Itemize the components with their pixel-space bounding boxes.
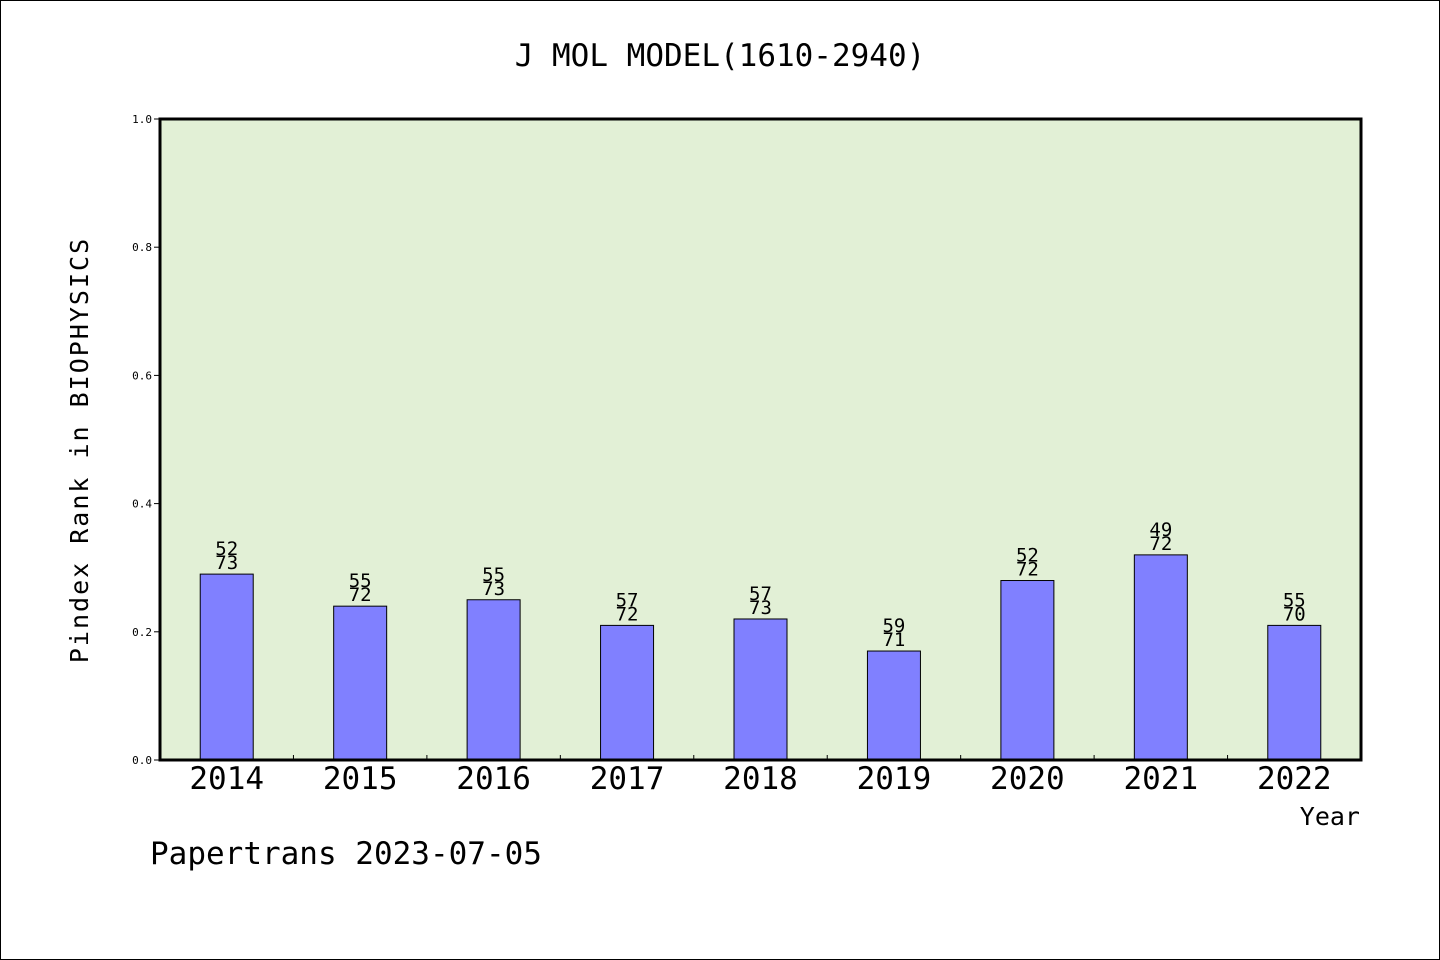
bar-2021 xyxy=(1133,554,1188,761)
x-category-label: 2014 xyxy=(189,761,264,797)
bar-2014 xyxy=(199,573,254,761)
y-tick-label: 0.0 xyxy=(132,754,152,767)
x-axis-label: Year xyxy=(1300,802,1360,831)
bar-label-bottom: 72 xyxy=(1149,533,1172,555)
x-category-label: 2015 xyxy=(323,761,398,797)
x-category-label: 2019 xyxy=(857,761,932,797)
bar-label-bottom: 72 xyxy=(616,603,639,625)
bar-label-top: 57 xyxy=(749,583,772,605)
x-category-label: 2017 xyxy=(590,761,665,797)
bar-label-top: 52 xyxy=(215,538,238,560)
bar-label-bottom: 70 xyxy=(1283,603,1306,625)
bar-2018 xyxy=(733,618,788,761)
footer-text: Papertrans 2023-07-05 xyxy=(150,836,542,872)
bar-label-top: 55 xyxy=(482,564,505,586)
y-axis-label: Pindex Rank in BIOPHYSICS xyxy=(65,237,94,663)
y-tick-label: 0.6 xyxy=(132,369,152,382)
x-category-label: 2021 xyxy=(1124,761,1199,797)
bar-label-top: 55 xyxy=(1283,589,1306,611)
bar-label-bottom: 73 xyxy=(482,578,505,600)
chart-title: J MOL MODEL(1610-2940) xyxy=(515,38,926,74)
y-tick-label: 0.4 xyxy=(132,498,152,511)
bar-2020 xyxy=(1000,580,1055,761)
y-tick-label: 0.2 xyxy=(132,626,152,639)
bar-label-bottom: 73 xyxy=(215,552,238,574)
y-tick-label: 0.8 xyxy=(132,241,152,254)
bar-2019 xyxy=(866,650,921,761)
bar-label-bottom: 73 xyxy=(749,597,772,619)
plot-border xyxy=(158,117,1363,762)
x-category-label: 2020 xyxy=(990,761,1065,797)
bar-2022 xyxy=(1267,624,1322,761)
bar-label-top: 59 xyxy=(882,615,905,637)
bar-label-top: 49 xyxy=(1149,519,1172,541)
x-category-label: 2022 xyxy=(1257,761,1332,797)
bar-label-bottom: 71 xyxy=(882,629,905,651)
bar-label-bottom: 72 xyxy=(349,584,372,606)
bar-label-top: 52 xyxy=(1016,545,1039,567)
bar-2015 xyxy=(333,605,388,761)
bar-label-bottom: 72 xyxy=(1016,559,1039,581)
bar-label-top: 55 xyxy=(349,570,372,592)
x-category-label: 2018 xyxy=(723,761,798,797)
x-category-label: 2016 xyxy=(456,761,531,797)
bar-2016 xyxy=(466,599,521,761)
bar-2017 xyxy=(600,624,655,761)
y-tick-label: 1.0 xyxy=(132,113,152,126)
bar-label-top: 57 xyxy=(616,589,639,611)
